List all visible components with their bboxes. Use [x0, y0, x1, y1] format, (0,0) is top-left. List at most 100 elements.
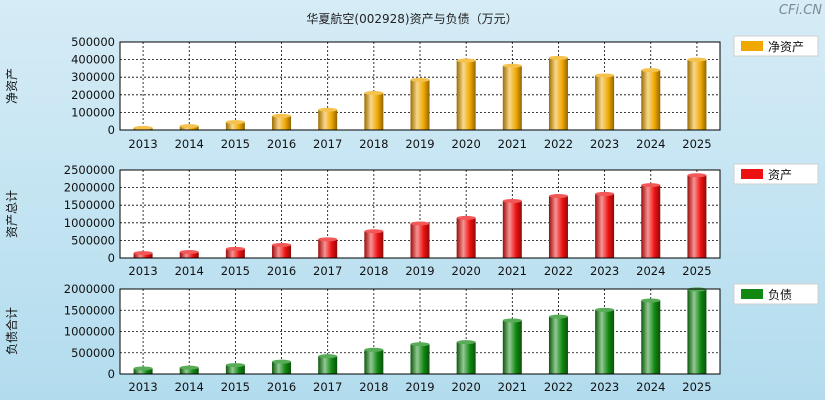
bar-2017: [318, 239, 338, 258]
y-tick-label: 500000: [71, 346, 115, 360]
chart-title: 华夏航空(002928)资产与负债（万元）: [306, 11, 517, 26]
y-tick-label: 1500000: [64, 198, 115, 212]
y-tick-label: 1000000: [64, 325, 115, 339]
y-tick-label: 200000: [71, 88, 115, 102]
legend-label: 负债: [768, 288, 792, 302]
x-tick-label: 2022: [544, 380, 573, 394]
y-tick-label: 2000000: [64, 181, 115, 195]
bar-cap: [641, 183, 661, 188]
panel-2: 0 500000 1000000 1500000 2000000 2500000 2013 2…: [5, 163, 819, 278]
legend-label: 净资产: [768, 40, 804, 54]
plot-border: [119, 41, 721, 131]
bar-2023: [595, 193, 615, 258]
y-tick-label: 300000: [71, 70, 115, 84]
bar-2021: [502, 200, 522, 258]
bar-cap: [364, 229, 384, 234]
panel-1: 0 100000 200000 300000 400000 500000 2013 2014 2…: [5, 35, 819, 151]
bar-cap: [179, 250, 199, 255]
y-tick-label: 1500000: [64, 303, 115, 317]
bar-cap: [456, 215, 476, 220]
y-tick-label: 400000: [71, 53, 115, 67]
bar-cap: [225, 120, 245, 125]
bar-cap: [410, 77, 430, 82]
bar-2020: [456, 60, 476, 131]
x-tick-label: 2015: [221, 264, 250, 278]
bar-2021: [502, 65, 522, 130]
y-axis-label: 净资产: [5, 68, 19, 104]
bar-cap: [318, 107, 338, 112]
x-tick-label: 2022: [544, 264, 573, 278]
x-tick-label: 2015: [221, 380, 250, 394]
x-tick-label: 2020: [452, 264, 481, 278]
bar-cap: [595, 73, 615, 78]
x-tick-label: 2020: [452, 137, 481, 151]
x-tick-label: 2025: [682, 137, 711, 151]
bar-2016: [272, 115, 292, 130]
bar-2020: [456, 217, 476, 258]
bar-cap: [548, 314, 568, 319]
x-tick-label: 2023: [590, 380, 619, 394]
x-tick-label: 2021: [498, 380, 527, 394]
bar-cap: [364, 347, 384, 352]
x-tick-label: 2024: [636, 380, 665, 394]
legend: 净资产: [733, 35, 819, 57]
bar-2021: [502, 320, 522, 374]
bar-cap: [318, 237, 338, 242]
bar-2025: [687, 289, 707, 374]
x-tick-label: 2025: [682, 380, 711, 394]
x-tick-label: 2014: [175, 264, 204, 278]
plot-border: [119, 288, 721, 375]
bar-cap: [548, 194, 568, 199]
bar-cap: [410, 342, 430, 347]
bar-cap: [179, 365, 199, 370]
x-tick-label: 2021: [498, 137, 527, 151]
legend-swatch: [741, 169, 763, 179]
x-tick-label: 2021: [498, 264, 527, 278]
legend-swatch: [741, 289, 763, 299]
bar-cap: [502, 63, 522, 68]
plot-border: [119, 169, 721, 259]
bar-2019: [410, 223, 430, 258]
bar-cap: [502, 198, 522, 203]
bar-cap: [456, 58, 476, 63]
y-tick-label: 500000: [71, 35, 115, 49]
y-tick-label: 2000000: [64, 282, 115, 296]
x-tick-label: 2023: [590, 264, 619, 278]
x-tick-label: 2013: [128, 380, 157, 394]
bar-2024: [641, 300, 661, 374]
x-tick-label: 2017: [313, 137, 342, 151]
bar-2013: [133, 368, 153, 374]
x-tick-label: 2016: [267, 380, 296, 394]
bar-cap: [364, 91, 384, 96]
bar-cap: [272, 113, 292, 118]
y-tick-label: 0: [108, 123, 115, 137]
y-tick-label: 100000: [71, 105, 115, 119]
bar-cap: [502, 318, 522, 323]
x-tick-label: 2017: [313, 380, 342, 394]
bar-cap: [595, 307, 615, 312]
y-tick-label: 500000: [71, 233, 115, 247]
x-tick-label: 2025: [682, 264, 711, 278]
bar-2018: [364, 93, 384, 130]
bar-2020: [456, 342, 476, 374]
legend: 资产: [733, 163, 819, 185]
bar-2025: [687, 175, 707, 258]
bar-2019: [410, 344, 430, 374]
y-tick-label: 0: [108, 367, 115, 381]
legend-label: 资产: [768, 168, 792, 182]
x-tick-label: 2023: [590, 137, 619, 151]
bar-cap: [133, 125, 153, 130]
y-axis-label: 资产总计: [5, 190, 19, 238]
bar-2013: [133, 253, 153, 258]
bar-cap: [456, 340, 476, 345]
bar-cap: [641, 298, 661, 303]
x-tick-label: 2019: [405, 264, 434, 278]
y-tick-label: 1000000: [64, 216, 115, 230]
bar-2017: [318, 356, 338, 374]
y-tick-label: 0: [108, 251, 115, 265]
bar-2014: [179, 252, 199, 258]
x-tick-label: 2019: [405, 137, 434, 151]
x-tick-label: 2013: [128, 137, 157, 151]
bar-2016: [272, 244, 292, 258]
